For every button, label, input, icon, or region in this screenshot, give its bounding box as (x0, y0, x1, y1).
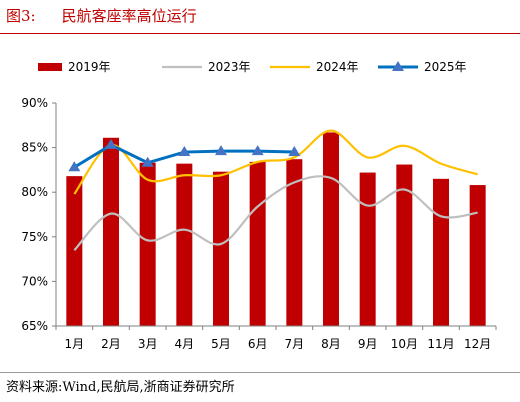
series-line-2024 (73, 129, 478, 195)
bar-2019 (286, 159, 303, 326)
legend-item-2023: 2023年 (162, 60, 251, 74)
bar-2019 (433, 178, 449, 326)
x-tick-label: 10月 (391, 337, 418, 351)
marker-2025 (105, 138, 117, 149)
bar-2019 (103, 137, 119, 326)
bar-2019 (469, 185, 486, 326)
legend-item-2019: 2019年 (38, 60, 111, 74)
series-line-2023 (73, 175, 478, 251)
bar-2019 (213, 171, 229, 326)
legend-swatch (38, 63, 62, 71)
legend-item-2024: 2024年 (270, 60, 359, 74)
source-divider (0, 372, 520, 373)
x-tick-label: 11月 (427, 337, 454, 351)
y-tick-label: 65% (21, 319, 48, 333)
legend-label: 2019年 (68, 60, 111, 74)
legend-item-2025: 2025年 (378, 60, 467, 74)
x-tick-label: 7月 (285, 337, 305, 351)
marker-2025 (215, 145, 227, 156)
figure-title: 图3: 民航客座率高位运行 (6, 5, 197, 26)
marker-2025 (141, 156, 154, 167)
x-tick-label: 8月 (321, 337, 341, 351)
figure-caption: 民航客座率高位运行 (61, 7, 197, 25)
source-note: 资料来源:Wind,民航局,浙商证券研究所 (6, 380, 235, 395)
x-tick-label: 6月 (248, 337, 268, 351)
title-divider (0, 33, 520, 34)
legend-marker (392, 61, 404, 71)
y-tick-label: 70% (21, 274, 48, 288)
legend-label: 2023年 (208, 60, 251, 74)
bar-2019 (323, 132, 339, 326)
legend-label: 2024年 (316, 60, 359, 74)
marker-2025 (68, 161, 81, 172)
bar-2019 (139, 162, 156, 326)
x-tick-label: 1月 (65, 337, 85, 351)
load-factor-chart: 65% 70% 75% 80% 85% 90% 1月 2月 3月 4月 5月 6月 7月 8月 9月 10月 1… (21, 60, 497, 351)
bar-2019 (359, 172, 376, 326)
x-tick-label: 5月 (211, 337, 231, 351)
x-tick-label: 2月 (101, 337, 121, 351)
marker-2025 (288, 146, 301, 157)
y-tick-label: 75% (21, 230, 48, 244)
x-tick-label: 9月 (358, 337, 378, 351)
y-tick-label: 80% (21, 185, 48, 199)
legend-label: 2025年 (424, 60, 467, 74)
bar-2019 (66, 176, 83, 326)
bar-2019 (396, 164, 413, 326)
x-tick-label: 4月 (175, 337, 195, 351)
bar-2019 (249, 161, 266, 326)
x-tick-label: 3月 (138, 337, 158, 351)
y-tick-label: 90% (21, 96, 48, 110)
marker-2025 (178, 146, 191, 157)
x-tick-label: 12月 (464, 337, 491, 351)
bar-2019 (176, 163, 193, 326)
y-tick-label: 85% (21, 141, 48, 155)
marker-2025 (251, 145, 264, 156)
figure-number: 图3: (6, 7, 36, 25)
